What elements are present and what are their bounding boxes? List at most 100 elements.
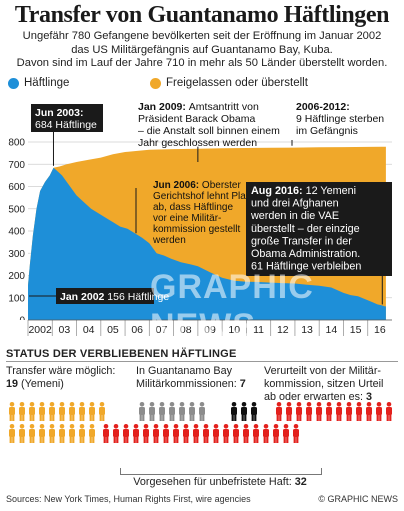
- annotation-aug-2016: Aug 2016: 12 Yemeni und drei Afghanen werd…: [250, 185, 361, 273]
- transfer-person-icon-18: [89, 424, 95, 443]
- annotation-box-jun-2003: [31, 104, 103, 132]
- indefinite-person-icon-9: [366, 402, 372, 421]
- convicted-person-icon-1: [241, 402, 247, 421]
- transfer-person-icon-9: [99, 402, 105, 421]
- y-tick-label-1: 100: [8, 293, 25, 304]
- indefinite-person-icon-13: [113, 424, 119, 443]
- commission-person-icon-2: [159, 402, 165, 421]
- x-tick-label-3: 05: [107, 324, 119, 336]
- commission-person-icon-3: [169, 402, 175, 421]
- x-tick-label-2: 04: [83, 324, 95, 336]
- annotation-jun-2003-body: 684 Häftlinge: [35, 119, 97, 131]
- transfer-person-icon-2: [29, 402, 35, 421]
- indefinite-person-icon-3: [306, 402, 312, 421]
- subtitle: Ungefähr 780 Gefangene bevölkerten seit …: [6, 30, 398, 71]
- x-tick-label-8: 10: [228, 324, 240, 336]
- legend-swatch-released: [150, 77, 161, 89]
- transfer-person-icon-12: [29, 424, 35, 443]
- transfer-person-icon-5: [59, 402, 65, 421]
- transfer-person-icon-7: [79, 402, 85, 421]
- indefinite-person-icon-20: [183, 424, 189, 443]
- transfer-person-icon-6: [69, 402, 75, 421]
- indefinite-person-icon-24: [223, 424, 229, 443]
- detainee-figures: [9, 402, 392, 443]
- indefinite-person-icon-2: [296, 402, 302, 421]
- status-indefinite-count: 32: [294, 476, 307, 488]
- transfer-person-icon-10: [9, 424, 15, 443]
- x-tick-label-14: 16: [374, 324, 386, 336]
- y-tick-label-3: 300: [8, 249, 25, 260]
- annotation-2006-2012: 2006-2012: 9 Häftlinge sterben im Gefängn…: [296, 101, 384, 137]
- indefinite-person-icon-5: [326, 402, 332, 421]
- legend-item-detained: Häftlinge: [8, 72, 69, 94]
- indefinite-person-icon-29: [273, 424, 279, 443]
- convicted-person-icon-0: [231, 402, 237, 421]
- area-chart: 0100200300400500600700800 20020304050607…: [0, 92, 404, 344]
- indefinite-person-icon-4: [316, 402, 322, 421]
- indefinite-person-icon-8: [356, 402, 362, 421]
- indefinite-person-icon-16: [143, 424, 149, 443]
- transfer-person-icon-3: [39, 402, 45, 421]
- indefinite-person-icon-17: [153, 424, 159, 443]
- footer-sources: Sources: New York Times, Human Rights Fi…: [6, 494, 251, 504]
- x-tick-label-9: 11: [253, 324, 264, 336]
- indefinite-person-icon-22: [203, 424, 209, 443]
- footer-credit: © GRAPHIC NEWS: [318, 494, 398, 504]
- y-tick-label-8: 800: [8, 138, 25, 149]
- bracket: [120, 468, 322, 475]
- transfer-person-icon-13: [39, 424, 45, 443]
- transfer-person-icon-4: [49, 402, 55, 421]
- status-commissions-text: In Guantanamo Bay Militärkommissionen:: [136, 365, 237, 390]
- indefinite-person-icon-26: [243, 424, 249, 443]
- indefinite-person-icon-15: [133, 424, 139, 443]
- indefinite-person-icon-11: [386, 402, 392, 421]
- annotation-jun-2003-head: Jun 2003:: [35, 107, 83, 119]
- status-transfer-text: Transfer wäre möglich:: [6, 365, 116, 377]
- page-title: Transfer von Guantanamo Häftlingen: [14, 2, 390, 28]
- indefinite-person-icon-21: [193, 424, 199, 443]
- y-tick-label-4: 400: [8, 227, 25, 238]
- status-convicted-count: 3: [366, 391, 373, 403]
- legend-swatch-detained: [8, 77, 19, 89]
- status-indefinite: Vorgesehen für unbefristete Haft: 32: [120, 476, 320, 489]
- indefinite-person-icon-19: [173, 424, 179, 443]
- y-tick-label-6: 600: [8, 182, 25, 193]
- x-tick-label-1: 03: [59, 324, 71, 336]
- subtitle-line-1: Ungefähr 780 Gefangene bevölkerten seit …: [22, 30, 382, 42]
- annotation-jan-2009: Jan 2009: Amtsantritt von Präsident Barac…: [138, 101, 280, 149]
- transfer-person-icon-1: [19, 402, 25, 421]
- x-tick-label-10: 12: [277, 324, 289, 336]
- indefinite-person-icon-18: [163, 424, 169, 443]
- x-tick-label-0: 2002: [28, 324, 52, 336]
- legend-label-detained: Häftlinge: [24, 77, 70, 89]
- indefinite-person-icon-12: [103, 424, 109, 443]
- indefinite-person-icon-31: [293, 424, 299, 443]
- status-commissions-count: 7: [239, 378, 246, 390]
- y-tick-label-5: 500: [8, 204, 25, 215]
- indefinite-person-icon-6: [336, 402, 342, 421]
- commission-person-icon-1: [149, 402, 155, 421]
- transfer-person-icon-0: [9, 402, 15, 421]
- x-tick-label-7: 09: [204, 324, 216, 336]
- annotation-box-jan-2002: [56, 288, 154, 304]
- y-tick-label-2: 200: [8, 271, 25, 282]
- status-convicted-text: Verurteilt von der Militär- kommission, …: [264, 365, 384, 403]
- status-transfer-suffix: (Yemeni): [21, 378, 64, 390]
- x-tick-label-12: 14: [325, 324, 337, 336]
- indefinite-person-icon-25: [233, 424, 239, 443]
- status-commissions: In Guantanamo Bay Militärkommissionen: 7: [136, 365, 266, 391]
- x-tick-label-13: 15: [350, 324, 362, 336]
- footer: Sources: New York Times, Human Rights Fi…: [6, 494, 398, 504]
- indefinite-person-icon-7: [346, 402, 352, 421]
- area-series-detained: [28, 167, 386, 320]
- indefinite-person-icon-1: [286, 402, 292, 421]
- x-tick-label-6: 08: [180, 324, 192, 336]
- indefinite-person-icon-10: [376, 402, 382, 421]
- transfer-person-icon-11: [19, 424, 25, 443]
- x-tick-label-11: 13: [301, 324, 313, 336]
- y-tick-label-7: 700: [8, 160, 25, 171]
- convicted-person-icon-2: [251, 402, 257, 421]
- subtitle-line-3: Davon sind im Lauf der Jahre 710 in mehr…: [16, 57, 388, 70]
- annotation-box-aug-2016: [246, 182, 392, 276]
